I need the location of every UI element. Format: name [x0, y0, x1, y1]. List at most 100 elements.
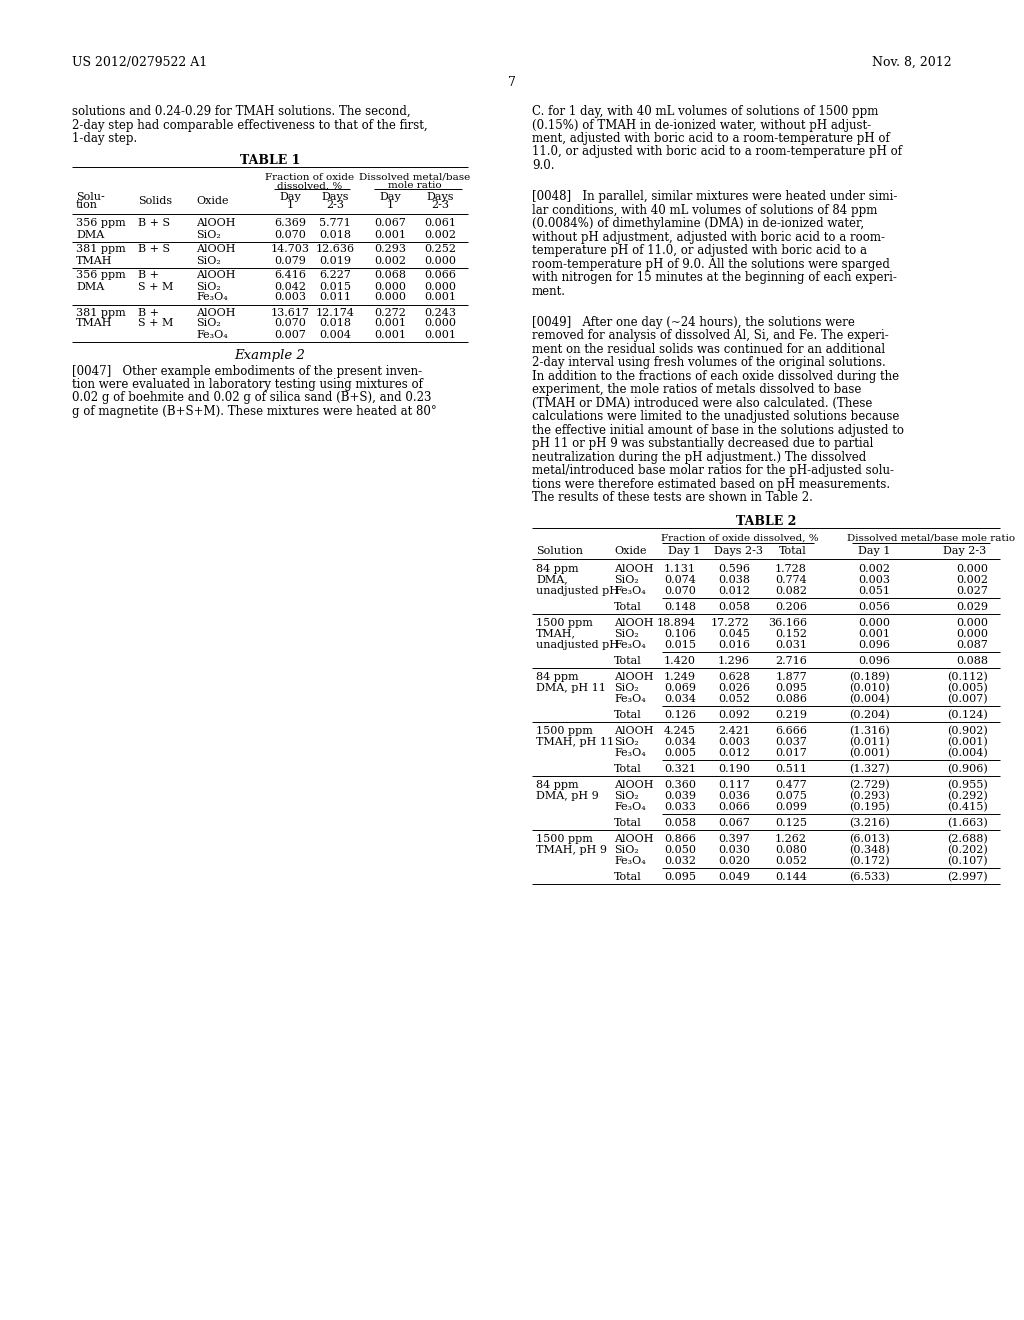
Text: 0.000: 0.000 — [424, 318, 456, 329]
Text: (0.902): (0.902) — [947, 726, 988, 737]
Text: 1.296: 1.296 — [718, 656, 750, 665]
Text: 0.088: 0.088 — [956, 656, 988, 665]
Text: 0.045: 0.045 — [718, 628, 750, 639]
Text: 0.106: 0.106 — [664, 628, 696, 639]
Text: Total: Total — [614, 763, 642, 774]
Text: SiO₂: SiO₂ — [614, 574, 639, 585]
Text: 0.095: 0.095 — [775, 682, 807, 693]
Text: 1.262: 1.262 — [775, 834, 807, 843]
Text: 1500 ppm: 1500 ppm — [536, 726, 593, 735]
Text: 0.397: 0.397 — [718, 834, 750, 843]
Text: 0.092: 0.092 — [718, 710, 750, 719]
Text: (2.729): (2.729) — [849, 780, 890, 789]
Text: neutralization during the pH adjustment.) The dissolved: neutralization during the pH adjustment.… — [532, 450, 866, 463]
Text: Nov. 8, 2012: Nov. 8, 2012 — [872, 55, 952, 69]
Text: 17.272: 17.272 — [711, 618, 750, 627]
Text: (2.688): (2.688) — [947, 834, 988, 843]
Text: 0.042: 0.042 — [274, 281, 306, 292]
Text: 356 ppm: 356 ppm — [76, 219, 126, 228]
Text: Days 2-3: Days 2-3 — [714, 545, 763, 556]
Text: SiO₂: SiO₂ — [196, 230, 221, 239]
Text: Day 1: Day 1 — [668, 545, 700, 556]
Text: TABLE 1: TABLE 1 — [240, 153, 300, 166]
Text: ment.: ment. — [532, 285, 566, 297]
Text: 0.001: 0.001 — [374, 330, 406, 339]
Text: 0.016: 0.016 — [718, 640, 750, 649]
Text: 1-day step.: 1-day step. — [72, 132, 137, 145]
Text: 0.000: 0.000 — [424, 281, 456, 292]
Text: Day: Day — [379, 191, 400, 202]
Text: 381 ppm: 381 ppm — [76, 244, 126, 255]
Text: the effective initial amount of base in the solutions adjusted to: the effective initial amount of base in … — [532, 424, 904, 437]
Text: 0.058: 0.058 — [718, 602, 750, 611]
Text: (0.112): (0.112) — [947, 672, 988, 682]
Text: 0.032: 0.032 — [664, 855, 696, 866]
Text: TMAH, pH 11: TMAH, pH 11 — [536, 737, 614, 747]
Text: DMA, pH 9: DMA, pH 9 — [536, 791, 599, 801]
Text: 0.052: 0.052 — [775, 855, 807, 866]
Text: TABLE 2: TABLE 2 — [736, 515, 797, 528]
Text: AlOOH: AlOOH — [196, 219, 236, 228]
Text: 1.420: 1.420 — [664, 656, 696, 665]
Text: Solu-: Solu- — [76, 191, 104, 202]
Text: (0.955): (0.955) — [947, 780, 988, 789]
Text: (0.004): (0.004) — [849, 693, 890, 704]
Text: 0.039: 0.039 — [664, 791, 696, 801]
Text: DMA, pH 11: DMA, pH 11 — [536, 682, 606, 693]
Text: experiment, the mole ratios of metals dissolved to base: experiment, the mole ratios of metals di… — [532, 383, 861, 396]
Text: ment, adjusted with boric acid to a room-temperature pH of: ment, adjusted with boric acid to a room… — [532, 132, 890, 145]
Text: S + M: S + M — [138, 281, 173, 292]
Text: 0.019: 0.019 — [319, 256, 351, 265]
Text: 0.002: 0.002 — [956, 574, 988, 585]
Text: 2.716: 2.716 — [775, 656, 807, 665]
Text: (6.013): (6.013) — [849, 834, 890, 843]
Text: 0.190: 0.190 — [718, 763, 750, 774]
Text: Day 1: Day 1 — [858, 545, 890, 556]
Text: 0.321: 0.321 — [664, 763, 696, 774]
Text: 1: 1 — [287, 201, 294, 210]
Text: Solids: Solids — [138, 195, 172, 206]
Text: 0.011: 0.011 — [319, 293, 351, 302]
Text: 0.027: 0.027 — [956, 586, 988, 595]
Text: 0.015: 0.015 — [319, 281, 351, 292]
Text: AlOOH: AlOOH — [614, 672, 653, 681]
Text: 0.001: 0.001 — [374, 318, 406, 329]
Text: 0.086: 0.086 — [775, 693, 807, 704]
Text: (0.011): (0.011) — [849, 737, 890, 747]
Text: Dissolved metal/base mole ratio: Dissolved metal/base mole ratio — [847, 533, 1015, 543]
Text: 0.070: 0.070 — [665, 586, 696, 595]
Text: (0.004): (0.004) — [947, 747, 988, 758]
Text: dissolved, %: dissolved, % — [278, 181, 343, 190]
Text: (0.107): (0.107) — [947, 855, 988, 866]
Text: 0.206: 0.206 — [775, 602, 807, 611]
Text: 0.012: 0.012 — [718, 586, 750, 595]
Text: 84 ppm: 84 ppm — [536, 564, 579, 574]
Text: S + M: S + M — [138, 318, 173, 329]
Text: TMAH: TMAH — [76, 256, 113, 265]
Text: 0.049: 0.049 — [718, 871, 750, 882]
Text: 0.002: 0.002 — [374, 256, 406, 265]
Text: B +: B + — [138, 308, 159, 318]
Text: Fraction of oxide: Fraction of oxide — [265, 173, 354, 181]
Text: 0.003: 0.003 — [718, 737, 750, 747]
Text: (0.15%) of TMAH in de-ionized water, without pH adjust-: (0.15%) of TMAH in de-ionized water, wit… — [532, 119, 871, 132]
Text: 0.243: 0.243 — [424, 308, 456, 318]
Text: 0.034: 0.034 — [664, 693, 696, 704]
Text: 0.02 g of boehmite and 0.02 g of silica sand (B+S), and 0.23: 0.02 g of boehmite and 0.02 g of silica … — [72, 392, 431, 404]
Text: g of magnetite (B+S+M). These mixtures were heated at 80°: g of magnetite (B+S+M). These mixtures w… — [72, 405, 437, 418]
Text: 0.068: 0.068 — [374, 271, 406, 281]
Text: 0.005: 0.005 — [664, 747, 696, 758]
Text: 0.774: 0.774 — [775, 574, 807, 585]
Text: 0.096: 0.096 — [858, 656, 890, 665]
Text: 0.037: 0.037 — [775, 737, 807, 747]
Text: 2-3: 2-3 — [431, 201, 449, 210]
Text: SiO₂: SiO₂ — [614, 682, 639, 693]
Text: (0.189): (0.189) — [849, 672, 890, 682]
Text: 0.125: 0.125 — [775, 817, 807, 828]
Text: [0048]   In parallel, similar mixtures were heated under simi-: [0048] In parallel, similar mixtures wer… — [532, 190, 897, 203]
Text: 0.000: 0.000 — [956, 618, 988, 627]
Text: 0.031: 0.031 — [775, 640, 807, 649]
Text: 0.003: 0.003 — [274, 293, 306, 302]
Text: AlOOH: AlOOH — [614, 618, 653, 627]
Text: 84 ppm: 84 ppm — [536, 780, 579, 789]
